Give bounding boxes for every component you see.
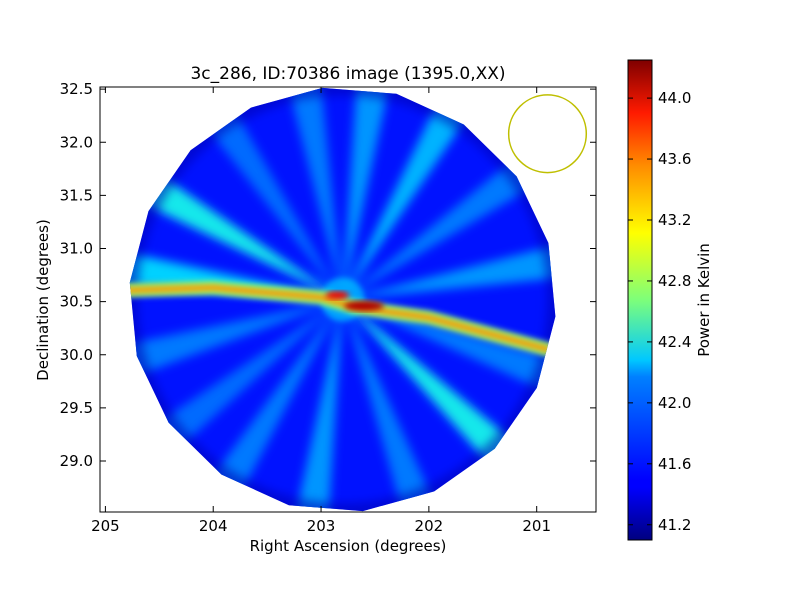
colorbar-tick-label: 42.8: [658, 272, 691, 290]
x-axis-label: Right Ascension (degrees): [250, 537, 447, 555]
colorbar-label: Power in Kelvin: [695, 243, 713, 357]
y-tick-label: 32.5: [60, 80, 93, 98]
heatmap-streak: [129, 284, 551, 353]
y-tick-label: 32.0: [60, 133, 93, 151]
colorbar-ticks: 41.2 41.6 42.0 42.4 42.8 43.2 43.6 44.0: [628, 89, 691, 534]
beam-circle: [507, 94, 588, 174]
plot-area: [100, 87, 596, 512]
y-tick-label: 31.0: [60, 240, 93, 258]
chart-title: 3c_286, ID:70386 image (1395.0,XX): [190, 64, 505, 84]
y-tick-label: 30.0: [60, 346, 93, 364]
y-axis: 29.0 29.5 30.0 30.5 31.0 31.5 32.0 32.5: [60, 80, 596, 470]
x-tick-label: 203: [307, 517, 336, 535]
y-tick-label: 31.5: [60, 186, 93, 204]
y-tick-label: 29.0: [60, 452, 93, 470]
heatmap-peak: [344, 300, 385, 311]
y-tick-label: 30.5: [60, 293, 93, 311]
colorbar: 41.2 41.6 42.0 42.4 42.8 43.2 43.6 44.0 Power i…: [627, 59, 713, 541]
x-tick-label: 202: [415, 517, 444, 535]
plot-frame: [99, 86, 597, 513]
y-axis-label: Declination (degrees): [34, 219, 52, 381]
colorbar-tick-label: 44.0: [658, 89, 691, 107]
x-tick-label: 201: [522, 517, 551, 535]
colorbar-tick-label: 41.6: [658, 455, 691, 473]
colorbar-tick-label: 42.0: [658, 394, 691, 412]
colorbar-tick-label: 43.6: [658, 150, 691, 168]
colorbar-gradient: [627, 59, 653, 541]
colorbar-tick-label: 43.2: [658, 211, 691, 229]
colorbar-tick-label: 42.4: [658, 333, 691, 351]
x-tick-label: 205: [91, 517, 120, 535]
colorbar-tick-label: 41.2: [658, 516, 691, 534]
y-tick-label: 29.5: [60, 399, 93, 417]
heatmap-peak: [325, 291, 350, 300]
x-tick-label: 204: [199, 517, 228, 535]
x-axis: 205 204 203 202 201: [91, 87, 551, 535]
